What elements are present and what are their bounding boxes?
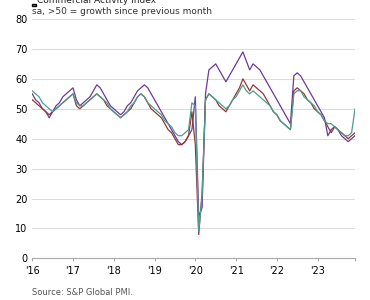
Text: sa, >50 = growth since previous month: sa, >50 = growth since previous month	[32, 7, 212, 16]
Text: Commercial Activity Index: Commercial Activity Index	[37, 0, 156, 5]
Text: Source: S&P Global PMI.: Source: S&P Global PMI.	[32, 288, 133, 297]
